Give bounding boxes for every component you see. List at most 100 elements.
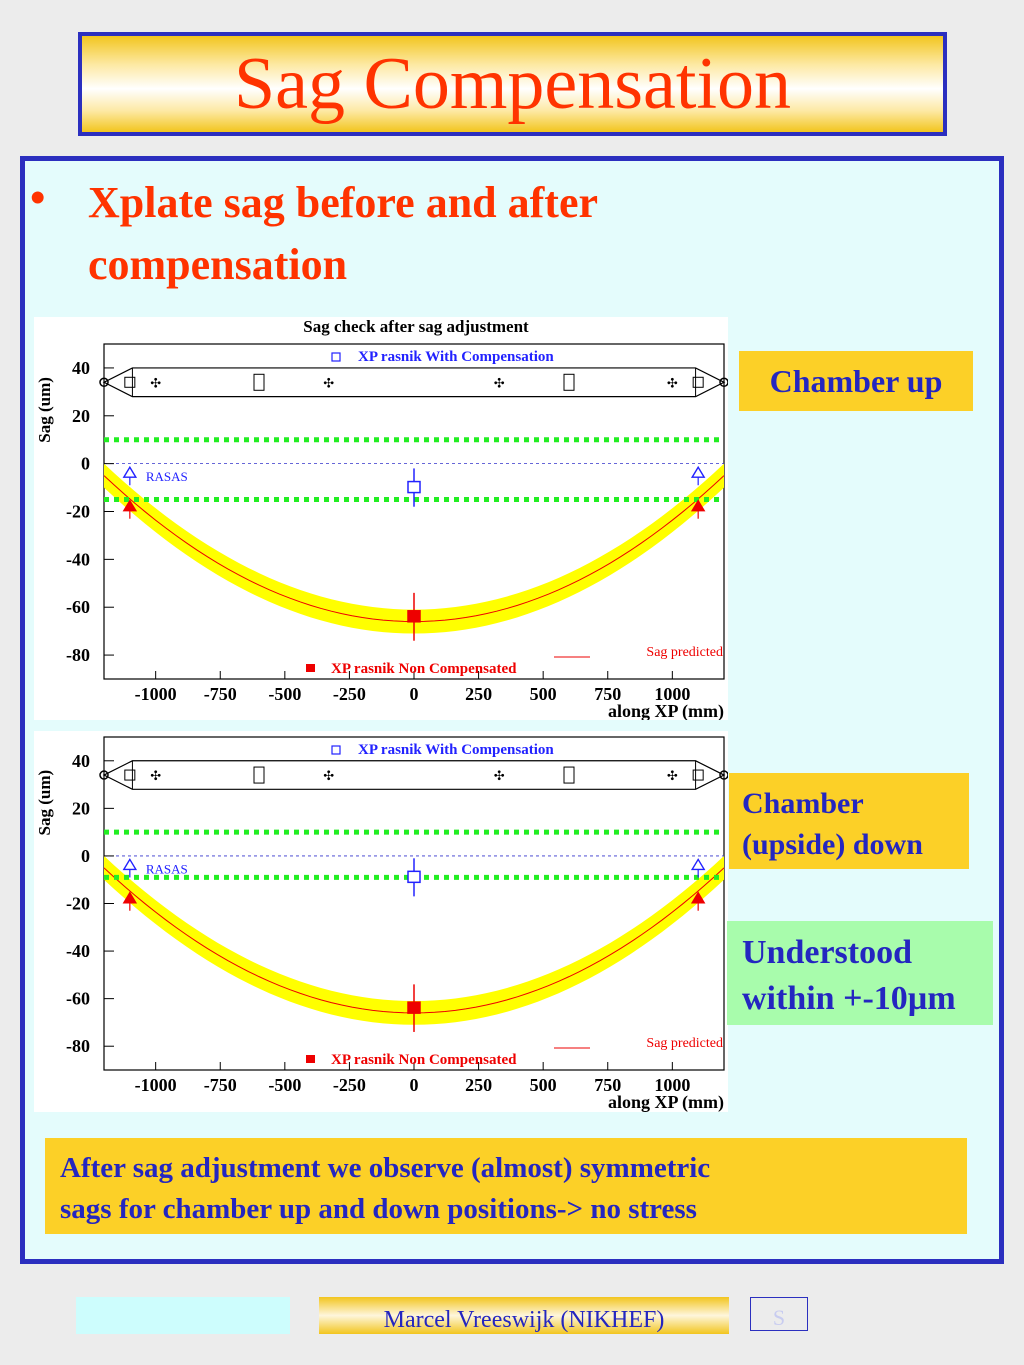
- conclusion-line-1: After sag adjustment we observe (almost)…: [60, 1152, 711, 1184]
- xp-plate-square-1: [124, 376, 136, 388]
- bullet-headline: Xplate sag before and after compensation: [88, 172, 768, 296]
- x-tick-label-4: -250: [333, 1075, 366, 1095]
- y-tick-label-1: 40: [72, 358, 90, 378]
- slide-title: Sag Compensation: [233, 43, 792, 125]
- footer-left-block: [76, 1297, 290, 1334]
- y-axis-label: Sag (um): [35, 770, 54, 836]
- x-axis-label: along XP (mm): [608, 701, 724, 720]
- x-tick-label-3: -500: [268, 684, 301, 704]
- data-point-open-triangle: [122, 465, 138, 478]
- x-tick-label-3: -500: [268, 1075, 301, 1095]
- data-point-open-square: [407, 480, 421, 494]
- xp-plate-block-2: [563, 373, 575, 391]
- y-tick-label-3: 0: [81, 846, 90, 866]
- xp-plate-cross-2: ✣: [323, 375, 334, 390]
- x-tick-label-2: -750: [204, 684, 237, 704]
- legend-compensated-marker: [331, 745, 341, 755]
- x-tick-label-4: -250: [333, 684, 366, 704]
- bullet-line-2: compensation: [88, 240, 348, 289]
- plot-chamber-up: Sag check after sag adjustment ✣ ✣ ✣ ✣ -1000 -…: [34, 317, 729, 722]
- xp-plate-cross-1: ✣: [150, 375, 161, 390]
- legend-non-compensated-label: XP rasnik Non Compensated: [331, 1052, 517, 1068]
- data-point-open-square: [407, 870, 421, 884]
- legend-non-compensated-label: XP rasnik Non Compensated: [331, 661, 517, 677]
- xp-plate-cross-2: ✣: [323, 768, 334, 783]
- x-tick-label-2: -750: [204, 1075, 237, 1095]
- footer-slide-button[interactable]: S: [750, 1297, 808, 1331]
- x-tick-label-6: 250: [465, 1075, 492, 1095]
- xp-plate-cross-4: ✣: [667, 768, 678, 783]
- legend-non-compensated-marker: [306, 664, 315, 672]
- label-understood: Understood within +-10µm: [727, 921, 993, 1025]
- xp-plate-block-2: [563, 766, 575, 784]
- label-chamber-down: Chamber (upside) down: [729, 773, 969, 869]
- y-tick-label-6: -60: [66, 597, 90, 617]
- y-tick-label-2: 20: [72, 406, 90, 426]
- bullet-marker: •: [30, 173, 46, 222]
- y-tick-label-7: -80: [66, 1036, 90, 1056]
- data-point-open-triangle: [690, 465, 706, 478]
- sag-prediction-band: [104, 463, 724, 634]
- data-point-filled-triangle: [122, 891, 138, 904]
- data-point-filled-square: [407, 1001, 421, 1014]
- data-point-filled-triangle: [690, 891, 706, 904]
- legend-non-compensated-marker: [306, 1055, 315, 1063]
- x-tick-label-7: 500: [530, 684, 557, 704]
- x-tick-label-1: -1000: [135, 1075, 177, 1095]
- y-tick-label-1: 40: [72, 751, 90, 771]
- label-chamber-up: Chamber up: [739, 351, 973, 411]
- conclusion-box: After sag adjustment we observe (almost)…: [45, 1138, 967, 1234]
- y-tick-label-6: -60: [66, 989, 90, 1009]
- x-tick-label-7: 500: [530, 1075, 557, 1095]
- data-point-filled-square: [407, 610, 421, 623]
- x-tick-label-8: 750: [594, 684, 621, 704]
- x-tick-label-9: 1000: [654, 1075, 690, 1095]
- x-tick-label-8: 750: [594, 1075, 621, 1095]
- xp-plate-end-left: [99, 377, 109, 388]
- xp-plate-outline: [102, 760, 726, 790]
- label-chamber-down-line-1: Chamber: [742, 787, 864, 820]
- xp-plate-square-2: [692, 769, 704, 781]
- data-point-open-triangle: [690, 858, 706, 871]
- x-tick-label-6: 250: [465, 684, 492, 704]
- footer-author: Marcel Vreeswijk (NIKHEF): [319, 1297, 729, 1334]
- label-understood-line-2: within +-10µm: [742, 980, 956, 1017]
- xp-plate-block-1: [253, 373, 265, 391]
- bullet-line-1: Xplate sag before and after: [88, 178, 598, 227]
- xp-plate-cross-1: ✣: [150, 768, 161, 783]
- title-box: Sag Compensation: [78, 32, 947, 136]
- legend-curve-label: Sag predicted: [646, 1036, 723, 1051]
- chart-chamber-up: Sag check after sag adjustment ✣ ✣ ✣ ✣ -1000 -…: [35, 317, 729, 722]
- xp-plate-cross-3: ✣: [494, 375, 505, 390]
- y-tick-label-2: 20: [72, 798, 90, 818]
- xp-plate-square-2: [692, 376, 704, 388]
- xp-plate-block-1: [253, 766, 265, 784]
- chart-chamber-down: ✣ ✣ ✣ ✣ -1000 -750 -500 -250 0 250 500 750 1000 40 20 0…: [35, 736, 729, 1113]
- y-tick-label-3: 0: [81, 454, 90, 474]
- y-axis-label: Sag (um): [35, 377, 54, 443]
- x-axis-label: along XP (mm): [608, 1092, 724, 1112]
- rasas-label: RASAS: [146, 469, 188, 484]
- data-point-filled-triangle: [690, 499, 706, 512]
- y-tick-label-4: -20: [66, 894, 90, 914]
- label-understood-line-1: Understood: [742, 934, 913, 971]
- conclusion-line-2: sags for chamber up and down positions->…: [60, 1193, 697, 1225]
- legend-curve-label: Sag predicted: [646, 645, 723, 660]
- y-tick-label-5: -40: [66, 549, 90, 569]
- rasas-label: RASAS: [146, 861, 188, 876]
- xp-plate-end-left: [99, 770, 109, 780]
- data-point-open-triangle: [122, 858, 138, 871]
- sag-prediction-band: [104, 855, 724, 1025]
- xp-plate-square-1: [124, 769, 136, 781]
- legend-compensated-label: XP rasnik With Compensation: [358, 742, 554, 758]
- x-tick-label-5: 0: [410, 1075, 419, 1095]
- x-tick-label-5: 0: [410, 684, 419, 704]
- legend-compensated-label: XP rasnik With Compensation: [358, 349, 554, 365]
- xp-plate-outline: [102, 367, 726, 398]
- plot-chamber-down: ✣ ✣ ✣ ✣ -1000 -750 -500 -250 0 250 500 750 1000 40 20 0…: [34, 731, 729, 1113]
- chart-title: Sag check after sag adjustment: [303, 317, 529, 336]
- x-tick-label-9: 1000: [654, 684, 690, 704]
- legend-compensated-marker: [331, 352, 341, 362]
- xp-plate-cross-3: ✣: [494, 768, 505, 783]
- x-tick-label-1: -1000: [135, 684, 177, 704]
